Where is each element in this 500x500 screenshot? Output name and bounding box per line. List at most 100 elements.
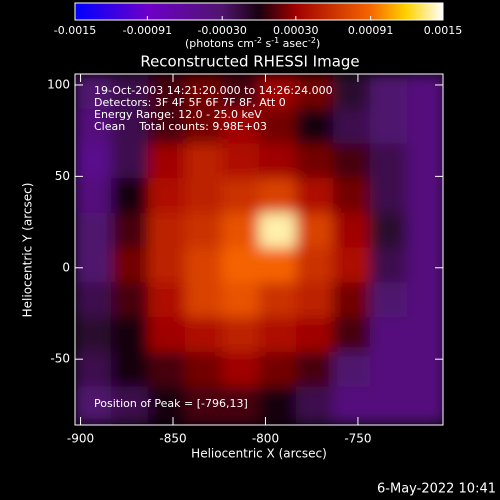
- cell: [295, 386, 335, 424]
- cell: [406, 282, 443, 320]
- x-tick-label: -900: [67, 432, 94, 446]
- cell: [406, 108, 443, 146]
- cell: [147, 351, 187, 389]
- cell: [332, 212, 372, 250]
- cell: [295, 74, 335, 111]
- cell: [147, 317, 187, 354]
- cell: [110, 247, 150, 285]
- peak-label: Position of Peak = [-796,13]: [94, 397, 248, 410]
- cell: [258, 351, 298, 389]
- cell: [147, 386, 187, 424]
- cell: [110, 108, 150, 146]
- cell: [184, 108, 224, 146]
- colorbar-tick-label: 0.0015: [424, 24, 463, 37]
- cell: [258, 386, 298, 424]
- cell: [75, 247, 113, 285]
- cell: [369, 282, 409, 320]
- cell: [110, 143, 150, 181]
- x-axis-label: Heliocentric X (arcsec): [191, 447, 327, 461]
- colorbar-label: (photons cm-2 s-1 asec-2): [185, 36, 320, 51]
- cell: [369, 108, 409, 146]
- cell: [406, 74, 443, 111]
- cell: [75, 386, 113, 424]
- cell: [75, 178, 113, 215]
- cell: [110, 282, 150, 320]
- cell: [221, 178, 261, 215]
- cell: [295, 317, 335, 354]
- colorbar: [74, 2, 444, 21]
- cell: [221, 143, 261, 181]
- cell: [295, 351, 335, 389]
- y-axis-label: Heliocentric Y (arcsec): [21, 183, 35, 318]
- cell: [332, 247, 372, 285]
- annotation: Detectors: 3F 4F 5F 6F 7F 8F, Att 0: [94, 96, 286, 109]
- cell: [221, 212, 261, 250]
- image: [75, 74, 443, 425]
- annotation: Clean Total counts: 9.98E+03: [94, 120, 267, 133]
- cell: [332, 386, 372, 424]
- cell: [295, 247, 335, 285]
- cell: [147, 108, 187, 146]
- cell: [110, 212, 150, 250]
- cell: [369, 386, 409, 424]
- colorbar-tick-label: -0.00030: [197, 24, 246, 37]
- y-tick-label: 100: [47, 77, 70, 91]
- colorbar-tick-label: -0.00091: [123, 24, 172, 37]
- cell: [221, 351, 261, 389]
- x-tick-label: -750: [344, 432, 371, 446]
- cell: [295, 178, 335, 215]
- annotation: Energy Range: 12.0 - 25.0 keV: [94, 108, 262, 121]
- cell: [406, 212, 443, 250]
- cell: [406, 317, 443, 354]
- cell: [295, 143, 335, 181]
- cell: [75, 317, 113, 354]
- cell: [369, 247, 409, 285]
- cell: [147, 178, 187, 215]
- cell: [258, 108, 298, 146]
- cell: [75, 351, 113, 389]
- cell: [110, 317, 150, 354]
- cell: [110, 178, 150, 215]
- cell: [332, 317, 372, 354]
- cell: [258, 178, 298, 215]
- cell: [147, 143, 187, 181]
- cell: [258, 317, 298, 354]
- cell: [147, 247, 187, 285]
- cell: [184, 178, 224, 215]
- cell: [184, 212, 224, 250]
- cell: [221, 317, 261, 354]
- cell: [295, 212, 335, 250]
- cell: [221, 247, 261, 285]
- cell: [406, 247, 443, 285]
- cell: [221, 108, 261, 146]
- cell: [258, 143, 298, 181]
- cell: [406, 386, 443, 424]
- cell: [110, 351, 150, 389]
- cell: [75, 143, 113, 181]
- footer: 6-May-2022 10:41: [377, 482, 496, 497]
- cell: [110, 74, 150, 111]
- cell: [332, 143, 372, 181]
- cell: [369, 317, 409, 354]
- annotation: 19-Oct-2003 14:21:20.000 to 14:26:24.000: [94, 84, 333, 97]
- cell: [258, 282, 298, 320]
- cell: [258, 212, 298, 250]
- cell: [332, 282, 372, 320]
- cell: [75, 74, 113, 111]
- plot-frame: [74, 73, 444, 426]
- cell: [110, 386, 150, 424]
- chart-title: Reconstructed RHESSI Image: [140, 53, 359, 71]
- colorbar-tick-label: 0.00091: [348, 24, 394, 37]
- cell: [184, 386, 224, 424]
- y-tick-label: -50: [50, 352, 70, 366]
- cell: [369, 178, 409, 215]
- cell: [258, 247, 298, 285]
- cell: [406, 351, 443, 389]
- cell: [221, 386, 261, 424]
- cell: [75, 282, 113, 320]
- cell: [184, 143, 224, 181]
- cell: [184, 74, 224, 111]
- cell: [184, 351, 224, 389]
- cell: [332, 74, 372, 111]
